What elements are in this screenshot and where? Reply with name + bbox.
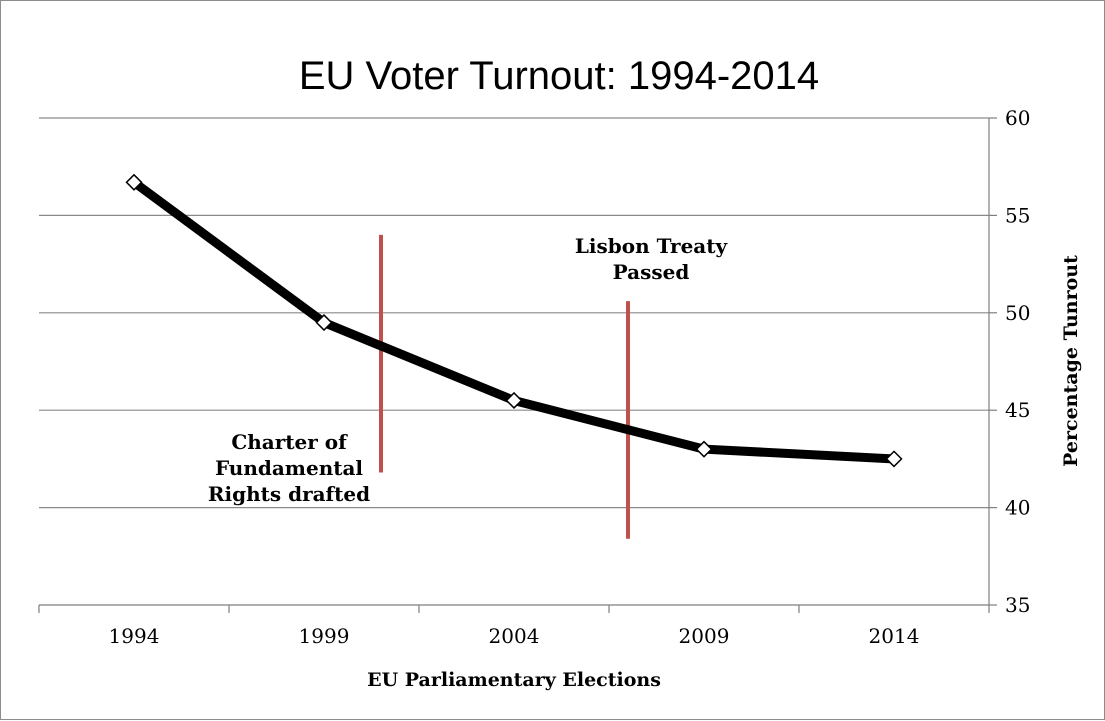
- annotation-line-text: Lisbon Treaty: [575, 234, 729, 258]
- series-line-0: [129, 177, 899, 464]
- x-tick-labels: 1994 1999 2004 2009 2014: [109, 624, 920, 648]
- data-point-1994: [125, 173, 143, 191]
- annotations: Charter of Fundamental Rights drafted Lisbo…: [208, 234, 729, 539]
- y-tick-label-40: 40: [1005, 496, 1030, 520]
- y-axis-label: Percentage Tunrout: [1060, 255, 1082, 467]
- data-point-2004: [505, 391, 523, 410]
- annotation-label-1: Lisbon Treaty Passed: [575, 234, 729, 284]
- y-tick-labels: 35 40 45 50 55 60: [1005, 106, 1030, 617]
- axes: [38, 117, 997, 613]
- annotation-line-text: Rights drafted: [208, 482, 370, 506]
- y-tick-label-50: 50: [1005, 301, 1030, 325]
- annotation-label-0: Charter of Fundamental Rights drafted: [208, 430, 370, 506]
- data-point-2014: [885, 450, 903, 468]
- data-point-2009: [695, 440, 713, 458]
- x-tick-label-1999: 1999: [299, 624, 350, 648]
- annotation-line-text: Passed: [613, 260, 690, 284]
- annotation-line-text: Charter of: [231, 430, 348, 454]
- annotation-line-text: Fundamental: [215, 456, 363, 480]
- y-tick-label-60: 60: [1005, 106, 1030, 130]
- y-tick-label-45: 45: [1005, 398, 1030, 422]
- y-tick-label-55: 55: [1005, 203, 1030, 227]
- chart-title: EU Voter Turnout: 1994-2014: [299, 54, 819, 98]
- x-tick-label-1994: 1994: [109, 624, 160, 648]
- x-axis-label: EU Parliamentary Elections: [367, 669, 661, 691]
- x-tick-label-2004: 2004: [489, 624, 540, 648]
- x-tick-label-2009: 2009: [679, 624, 730, 648]
- series-group: [125, 173, 903, 468]
- y-tick-label-35: 35: [1005, 593, 1030, 617]
- gridlines: [39, 117, 989, 509]
- x-tick-label-2014: 2014: [869, 624, 920, 648]
- data-point-1999: [315, 313, 333, 332]
